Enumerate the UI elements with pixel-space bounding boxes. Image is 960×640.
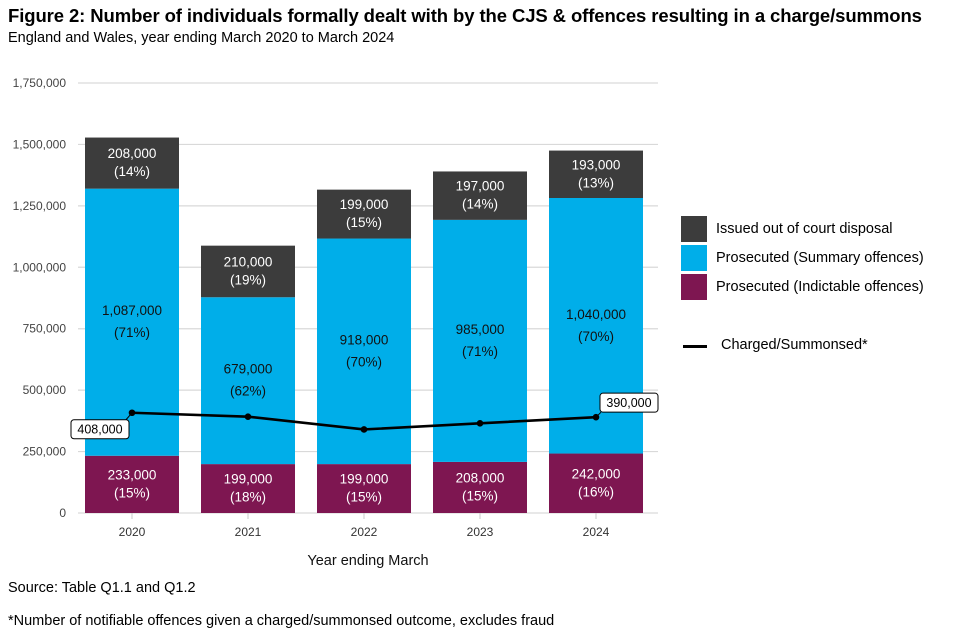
line-point-2021: [244, 413, 252, 420]
bar-value-label: 242,000: [572, 466, 621, 481]
y-tick-label: 500,000: [23, 383, 67, 397]
x-tick-label: 2021: [235, 525, 262, 539]
y-tick-label: 1,250,000: [13, 199, 67, 213]
callout-leader: [125, 412, 133, 421]
bar-percent-label: (70%): [578, 329, 614, 344]
bar-value-label: 233,000: [108, 467, 157, 482]
bar-value-label: 985,000: [456, 322, 505, 337]
bar-value-label: 208,000: [456, 470, 505, 485]
bar-percent-label: (71%): [114, 325, 150, 340]
x-tick-label: 2024: [583, 525, 610, 539]
bar-indictable-2022: [317, 464, 411, 513]
bar-percent-label: (15%): [114, 485, 150, 500]
bar-indictable-2020: [85, 455, 179, 513]
callout-leader: [595, 411, 602, 418]
y-tick-label: 0: [59, 506, 66, 520]
legend-label: Prosecuted (Summary offences): [716, 250, 924, 266]
bar-out-of-court-2023: [433, 171, 527, 220]
bar-indictable-2021: [201, 464, 295, 513]
bar-percent-label: (15%): [462, 488, 498, 503]
legend-swatch-out-of-court: [681, 216, 707, 242]
bar-value-label: 197,000: [456, 179, 505, 194]
y-tick-label: 1,750,000: [13, 76, 67, 90]
chart-title: Figure 2: Number of individuals formally…: [8, 5, 922, 26]
bar-indictable-2023: [433, 461, 527, 513]
chart-subtitle: England and Wales, year ending March 202…: [8, 30, 395, 46]
line-point-2023: [476, 420, 484, 427]
bar-percent-label: (13%): [578, 175, 614, 190]
bar-value-label: 918,000: [340, 332, 389, 347]
bar-value-label: 210,000: [224, 254, 273, 269]
bar-labels: 233,000 (15%) 1,087,000 (71%) 208,000 (14%) 19…: [102, 146, 626, 504]
x-axis-ticks: 2020 2021 2022 2023 2024: [119, 513, 610, 539]
bar-percent-label: (62%): [230, 384, 266, 399]
bar-out-of-court-2024: [549, 150, 643, 198]
legend-swatch-indictable: [681, 274, 707, 300]
bar-value-label: 679,000: [224, 362, 273, 377]
legend-item-out-of-court: Issued out of court disposal: [681, 216, 893, 242]
y-axis-ticks: 0 250,000 500,000 750,000 1,000,000 1,250,000…: [13, 76, 67, 520]
callout-box: [599, 392, 659, 413]
legend-line-swatch: [683, 345, 707, 348]
x-tick-label: 2022: [351, 525, 378, 539]
y-tick-label: 250,000: [23, 445, 67, 459]
bar-indictable-2024: [549, 453, 643, 513]
bar-value-label: 199,000: [340, 472, 389, 487]
bar-value-label: 193,000: [572, 157, 621, 172]
legend-item-indictable: Prosecuted (Indictable offences): [681, 274, 924, 300]
bar-percent-label: (19%): [230, 272, 266, 287]
bar-percent-label: (14%): [114, 164, 150, 179]
bar-value-label: 1,087,000: [102, 303, 162, 318]
legend-item-summary: Prosecuted (Summary offences): [681, 245, 924, 271]
bar-percent-label: (70%): [346, 354, 382, 369]
bar-value-label: 208,000: [108, 146, 157, 161]
bar-value-label: 199,000: [224, 472, 273, 487]
bar-out-of-court-2022: [317, 189, 411, 239]
legend-label: Prosecuted (Indictable offences): [716, 279, 924, 295]
legend-swatch-summary: [681, 245, 707, 271]
y-tick-label: 750,000: [23, 322, 67, 336]
bar-percent-label: (15%): [346, 215, 382, 230]
y-tick-label: 1,500,000: [13, 137, 67, 151]
callout-label: 390,000: [606, 396, 651, 410]
legend-label: Issued out of court disposal: [716, 221, 893, 237]
footnote: *Number of notifiable offences given a c…: [8, 613, 555, 629]
bar-percent-label: (18%): [230, 490, 266, 505]
bar-out-of-court-2021: [201, 245, 295, 298]
x-tick-label: 2020: [119, 525, 146, 539]
source-note: Source: Table Q1.1 and Q1.2: [8, 580, 196, 596]
line-callouts: 408,000 390,000: [70, 392, 659, 440]
callout-box: [70, 419, 130, 440]
bars: [85, 137, 643, 513]
line-point-2022: [360, 426, 368, 433]
bar-summary-2021: [201, 297, 295, 465]
x-axis-title: Year ending March: [307, 553, 428, 569]
bar-percent-label: (15%): [346, 490, 382, 505]
callout-label: 408,000: [77, 423, 122, 437]
y-tick-label: 1,000,000: [13, 260, 67, 274]
bar-value-label: 199,000: [340, 197, 389, 212]
x-tick-label: 2023: [467, 525, 494, 539]
bar-out-of-court-2020: [85, 137, 179, 189]
bar-percent-label: (16%): [578, 484, 614, 499]
bar-percent-label: (71%): [462, 344, 498, 359]
bar-value-label: 1,040,000: [566, 307, 626, 322]
bar-percent-label: (14%): [462, 197, 498, 212]
legend-label-charged-summonsed: Charged/Summonsed*: [721, 337, 868, 353]
